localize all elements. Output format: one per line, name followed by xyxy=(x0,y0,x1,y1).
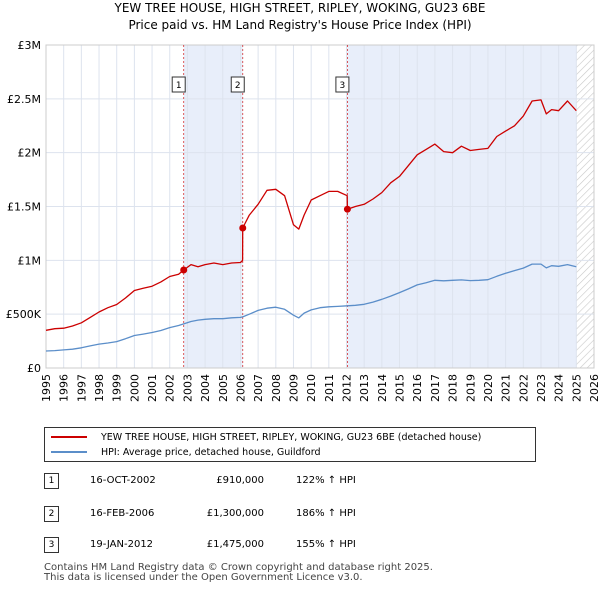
x-tick-label: 2024 xyxy=(553,374,566,402)
x-tick-label: 2003 xyxy=(181,374,194,402)
footer-licence: This data is licensed under the Open Gov… xyxy=(44,572,363,583)
legend-swatch-property xyxy=(51,436,87,438)
sale-price: £1,475,000 xyxy=(206,539,264,550)
x-tick-label: 2014 xyxy=(376,374,389,402)
sale-point xyxy=(180,266,188,274)
legend-label-property: YEW TREE HOUSE, HIGH STREET, RIPLEY, WOK… xyxy=(101,431,482,443)
sale-point xyxy=(239,224,247,232)
x-tick-label: 2018 xyxy=(447,374,460,402)
sale-date: 19-JAN-2012 xyxy=(90,539,154,550)
y-tick-label: £2M xyxy=(18,147,42,160)
sale-label-number: 2 xyxy=(235,81,241,91)
x-tick-label: 2019 xyxy=(464,374,477,402)
x-tick-label: 2016 xyxy=(411,374,424,402)
x-tick-label: 2002 xyxy=(164,374,177,402)
sale-label-box xyxy=(230,76,245,93)
footer-copyright: Contains HM Land Registry data © Crown c… xyxy=(44,562,433,573)
x-tick-label: 2010 xyxy=(305,374,318,402)
x-tick-label: 2017 xyxy=(429,374,442,402)
legend-item-hpi: HPI: Average price, detached house, Guil… xyxy=(51,445,320,459)
legend-item-property: YEW TREE HOUSE, HIGH STREET, RIPLEY, WOK… xyxy=(51,430,481,444)
x-tick-label: 2006 xyxy=(234,374,247,402)
sale-hpi-change: 122% ↑ HPI xyxy=(296,475,356,486)
sale-label-number: 1 xyxy=(176,81,182,91)
x-tick-label: 1997 xyxy=(75,374,88,402)
x-tick-label: 2015 xyxy=(394,374,407,402)
sale-number-badge: 2 xyxy=(44,506,59,522)
sale-label-number: 3 xyxy=(340,81,346,91)
legend-label-hpi: HPI: Average price, detached house, Guil… xyxy=(101,446,321,458)
plot-frame xyxy=(45,44,595,369)
x-tick-label: 2021 xyxy=(500,374,513,402)
x-tick-label: 2005 xyxy=(217,374,230,402)
sale-label-box xyxy=(335,76,350,93)
sale-number-badge: 1 xyxy=(44,473,59,489)
sale-price: £1,300,000 xyxy=(206,508,264,519)
sale-point xyxy=(343,205,351,213)
x-tick-label: 2020 xyxy=(482,374,495,402)
sale-date: 16-FEB-2006 xyxy=(90,508,155,519)
x-tick-label: 1996 xyxy=(58,374,71,402)
footer: Contains HM Land Registry data © Crown c… xyxy=(44,563,433,583)
y-tick-label: £1M xyxy=(18,254,42,267)
x-tick-label: 2012 xyxy=(341,374,354,402)
x-tick-label: 2023 xyxy=(535,374,548,402)
sale-hpi-change: 186% ↑ HPI xyxy=(296,508,356,519)
y-tick-label: £1.5M xyxy=(7,201,41,214)
sale-label-box xyxy=(171,76,186,93)
x-tick-label: 2007 xyxy=(252,374,265,402)
sale-hpi-change: 155% ↑ HPI xyxy=(296,539,356,550)
x-tick-label: 1999 xyxy=(111,374,124,402)
y-tick-label: £500K xyxy=(6,308,42,321)
x-tick-label: 1995 xyxy=(40,374,53,402)
y-tick-label: £0 xyxy=(27,362,41,375)
x-tick-label: 2011 xyxy=(323,374,336,402)
chart-subtitle: Price paid vs. HM Land Registry's House … xyxy=(128,18,472,32)
legend: YEW TREE HOUSE, HIGH STREET, RIPLEY, WOK… xyxy=(44,427,536,462)
price-chart: £0 £500K £1M £1.5M £2M £2.5M £3M 1995 1996 1997 19… xyxy=(6,39,600,402)
sale-date: 16-OCT-2002 xyxy=(90,475,156,486)
chart-title: YEW TREE HOUSE, HIGH STREET, RIPLEY, WOK… xyxy=(114,1,486,15)
sale-number-badge: 3 xyxy=(44,537,59,553)
legend-swatch-hpi xyxy=(51,451,87,453)
y-tick-label: £2.5M xyxy=(7,93,41,106)
x-tick-label: 2022 xyxy=(517,374,530,402)
x-tick-label: 2004 xyxy=(199,374,212,402)
property-price-line xyxy=(45,99,577,331)
x-tick-label: 2013 xyxy=(358,374,371,402)
y-tick-label: £3M xyxy=(18,39,42,52)
hpi-line xyxy=(45,263,577,352)
x-tick-label: 1998 xyxy=(93,374,106,402)
x-tick-label: 2025 xyxy=(570,374,583,402)
x-tick-label: 2009 xyxy=(287,374,300,402)
x-tick-label: 2000 xyxy=(128,374,141,402)
sale-price: £910,000 xyxy=(216,475,264,486)
x-tick-label: 2026 xyxy=(588,374,600,402)
x-tick-label: 2008 xyxy=(270,374,283,402)
x-tick-label: 2001 xyxy=(146,374,159,402)
